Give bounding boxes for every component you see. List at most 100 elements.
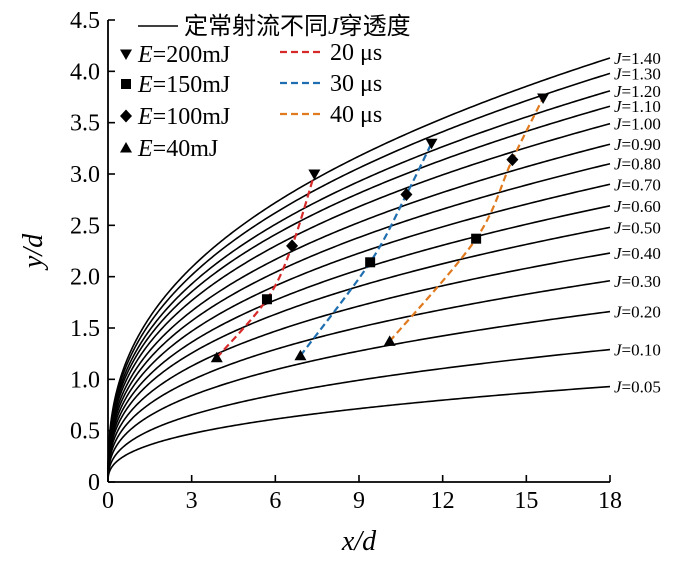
curve-label-var: J (614, 218, 623, 237)
curve-label: J=0.80 (614, 155, 661, 174)
legend-time-label: 30 μs (330, 71, 382, 97)
curve-label: J=0.50 (614, 218, 661, 237)
steady-curve (107, 143, 611, 483)
legend-energy-value: =40mJ (153, 136, 219, 162)
curve-label-value: =1.10 (622, 97, 661, 116)
legend-energy-label: E=200mJ (137, 42, 230, 68)
x-tick-label: 9 (353, 488, 365, 514)
steady-curve (107, 226, 611, 483)
curve-labels: J=1.40J=1.30J=1.20J=1.10J=1.00J=0.90J=0.… (614, 49, 661, 397)
curve-label-value: =0.10 (622, 341, 661, 360)
curve-label-value: =0.40 (622, 244, 661, 263)
steady-curve (107, 57, 611, 483)
curve-label-var: J (614, 135, 623, 154)
y-tick-label: 2.5 (70, 213, 100, 239)
legend-steady-label: 定常射流不同J穿透度 (184, 13, 411, 40)
marker-triangle-up (383, 335, 396, 346)
pulsed-line (299, 142, 433, 357)
x-tick-label: 12 (431, 488, 455, 514)
marker-diamond (400, 188, 413, 202)
curve-label: J=0.70 (614, 175, 661, 194)
curve-label: J=0.10 (614, 341, 661, 360)
curve-label-var: J (614, 64, 623, 83)
y-tick-label: 1.5 (70, 316, 100, 342)
y-tick-label: 4.5 (70, 8, 100, 34)
steady-curve (107, 252, 611, 483)
pulsed-line (215, 173, 316, 359)
curve-label: J=1.40 (614, 49, 661, 68)
legend-energy-var: E (137, 104, 153, 130)
legend-energy-var: E (137, 72, 153, 98)
curve-label-var: J (614, 155, 623, 174)
y-tick-label: 2.0 (70, 265, 100, 291)
legend-energy-label: E=150mJ (137, 72, 230, 98)
curve-label-var: J (614, 341, 623, 360)
y-tick-label: 3.0 (70, 162, 100, 188)
curve-label: J=0.60 (614, 197, 661, 216)
steady-curve (107, 162, 611, 483)
marker-triangle-down (308, 169, 321, 180)
legend-time-label: 20 μs (330, 40, 382, 66)
curve-label-value: =0.50 (622, 218, 661, 237)
curve-label-value: =0.20 (622, 303, 661, 322)
legend-energy-label: E=40mJ (137, 136, 218, 162)
curve-label-var: J (614, 244, 623, 263)
curve-label-value: =0.80 (622, 155, 661, 174)
x-tick-label: 6 (269, 488, 281, 514)
marker-square (365, 257, 376, 268)
x-tick-label: 15 (514, 488, 538, 514)
curve-label-value: =1.00 (622, 115, 661, 134)
curve-label-value: =1.30 (622, 64, 661, 83)
steady-curve (107, 385, 611, 483)
curve-label-var: J (614, 378, 623, 397)
curve-label-value: =0.05 (622, 378, 661, 397)
steady-curve (107, 90, 611, 483)
legend-steady-var: J (328, 14, 340, 40)
curve-label: J=1.10 (614, 97, 661, 116)
curve-label: J=1.30 (614, 64, 661, 83)
curve-label: J=0.20 (614, 303, 661, 322)
axes: 0 3 6 9 12 15 18 0 0.5 1.0 1.5 2.0 2.5 3.0 3.5 4.0 4.5 x/… (18, 8, 622, 557)
steady-curve (107, 105, 611, 483)
curve-label: J=0.40 (614, 244, 661, 263)
legend-energy-value: =100mJ (153, 104, 231, 130)
legend-time-label: 40 μs (330, 102, 382, 128)
curve-label-value: =0.60 (622, 197, 661, 216)
x-tick-label: 3 (186, 488, 198, 514)
curve-label-value: =1.40 (622, 49, 661, 68)
y-axis-label: y/d (18, 233, 49, 271)
curve-label-var: J (614, 97, 623, 116)
curve-label-var: J (614, 197, 623, 216)
curve-label-value: =0.70 (622, 175, 661, 194)
marker-diamond (506, 153, 519, 167)
x-axis-label: x/d (341, 526, 377, 557)
marker-square (471, 233, 482, 244)
curve-label: J=0.90 (614, 135, 661, 154)
marker-triangle-down (537, 93, 550, 105)
marker-diamond (120, 109, 132, 123)
steady-curve (107, 183, 611, 483)
curve-label-value: =0.30 (622, 272, 661, 291)
legend-energy-value: =200mJ (153, 42, 231, 68)
y-tick-label: 1.0 (70, 367, 100, 393)
legend-energy-var: E (137, 136, 153, 162)
steady-curve (107, 348, 611, 483)
legend-energy-var: E (137, 42, 153, 68)
legend: 定常射流不同J穿透度E=200mJE=150mJE=100mJE=40mJ20 … (120, 13, 411, 162)
curve-label: J=0.05 (614, 378, 661, 397)
pulsed-series (210, 93, 550, 363)
legend-steady-suffix: 穿透度 (339, 13, 411, 40)
steady-curve (107, 72, 611, 483)
curve-label-var: J (614, 82, 623, 101)
curve-label-var: J (614, 272, 623, 291)
marker-square (261, 294, 272, 305)
steady-curve (107, 279, 611, 483)
curve-label-var: J (614, 175, 623, 194)
steady-curve (107, 205, 611, 483)
x-tick-label: 0 (102, 488, 114, 514)
marker-diamond (286, 239, 299, 253)
y-tick-label: 0.5 (70, 419, 100, 445)
curve-label: J=0.30 (614, 272, 661, 291)
steady-curve (107, 310, 611, 483)
